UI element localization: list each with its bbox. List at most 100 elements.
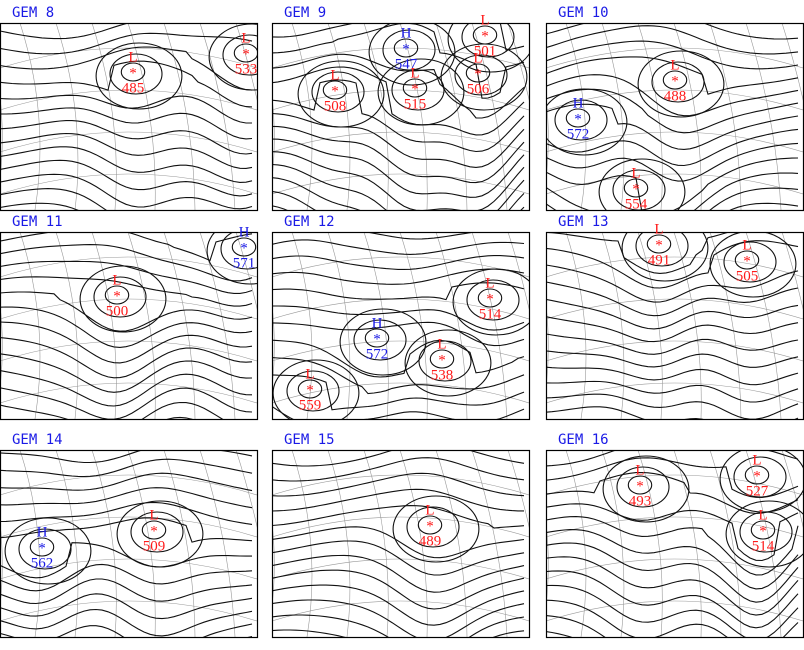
map-area: [546, 450, 803, 650]
center-value: 491: [648, 252, 671, 268]
meridian: [127, 450, 156, 637]
contour: [546, 503, 799, 562]
parallel: [546, 47, 803, 69]
contour: [0, 188, 107, 210]
contour: [322, 80, 348, 100]
meridian: [781, 232, 803, 310]
contour: [546, 157, 799, 210]
map-area: [494, 23, 803, 210]
contour: [297, 60, 385, 128]
contour: [272, 357, 525, 395]
center-value: 514: [752, 538, 775, 554]
parallel: [0, 600, 257, 622]
panel-frame: [271, 231, 531, 421]
center-type: L: [128, 49, 137, 65]
map-panel: GEM 15 L*489: [271, 432, 531, 639]
panel-title: GEM 10: [558, 5, 609, 21]
center-marker: *: [242, 46, 250, 62]
contour: [353, 319, 407, 361]
meridian: [544, 232, 587, 419]
center-marker: *: [474, 66, 482, 82]
contour: [272, 629, 525, 637]
contour: [0, 593, 253, 620]
meridian: [235, 450, 257, 528]
parallel: [546, 298, 803, 320]
contour: [623, 178, 649, 198]
meridian: [745, 232, 782, 419]
center-value: 533: [235, 61, 258, 77]
center-value: 538: [431, 367, 454, 383]
map-area: [546, 232, 803, 419]
center-value: 501: [474, 43, 497, 59]
center-marker: *: [632, 181, 640, 197]
meridian: [91, 450, 117, 637]
contour: [477, 288, 503, 308]
center-value: 572: [567, 126, 590, 142]
meridian: [507, 450, 529, 528]
meridian: [291, 450, 313, 637]
center-value: 489: [419, 533, 442, 549]
contour: [272, 540, 525, 576]
parallel: [272, 131, 529, 153]
contour: [602, 455, 690, 523]
contour: [18, 528, 72, 570]
panel-title: GEM 9: [284, 5, 326, 21]
contour: [546, 380, 799, 403]
meridian: [199, 450, 236, 637]
meridian: [565, 232, 587, 419]
center-type: L: [241, 30, 250, 46]
meridian: [494, 23, 511, 210]
panel-title: GEM 11: [12, 214, 63, 230]
parallel: [0, 256, 257, 278]
parallel: [546, 474, 803, 496]
meridian: [272, 450, 315, 637]
panel-frame: [0, 449, 259, 639]
meridian: [435, 450, 468, 637]
contour: [0, 306, 253, 348]
meridian: [546, 303, 549, 390]
contour: [364, 328, 390, 348]
map-area: [272, 23, 627, 210]
contour: [377, 58, 465, 126]
contour: [418, 340, 472, 382]
contour: [546, 542, 799, 603]
panel-title: GEM 13: [558, 214, 609, 230]
meridian: [580, 23, 627, 210]
meridian: [235, 232, 257, 310]
map-area: [0, 23, 257, 210]
center-type: L: [305, 366, 314, 382]
contour: [208, 23, 257, 91]
meridian: [199, 232, 236, 419]
contour: [546, 450, 799, 467]
contour: [0, 563, 253, 592]
contour: [546, 103, 799, 150]
meridian: [399, 232, 428, 419]
center-type: L: [752, 452, 761, 468]
panel-title: GEM 15: [284, 432, 335, 448]
parallel: [272, 474, 529, 496]
contour: [565, 108, 591, 128]
contour: [272, 190, 525, 210]
center-marker: *: [426, 518, 434, 534]
parallel: [546, 643, 803, 650]
meridian: [471, 232, 508, 419]
contour: [0, 60, 253, 108]
meridian: [781, 450, 803, 528]
parallel: [0, 516, 257, 538]
meridian: [127, 232, 156, 419]
meridian: [565, 450, 587, 637]
contour: [272, 554, 525, 593]
contour: [646, 234, 672, 254]
center-marker: *: [373, 331, 381, 347]
meridian: [272, 94, 275, 181]
center-type: L: [670, 57, 679, 73]
meridian: [19, 232, 41, 419]
meridian: [291, 23, 313, 210]
parallel: [546, 131, 803, 153]
contour: [723, 241, 777, 283]
contour: [546, 393, 799, 419]
contour: [93, 276, 147, 318]
